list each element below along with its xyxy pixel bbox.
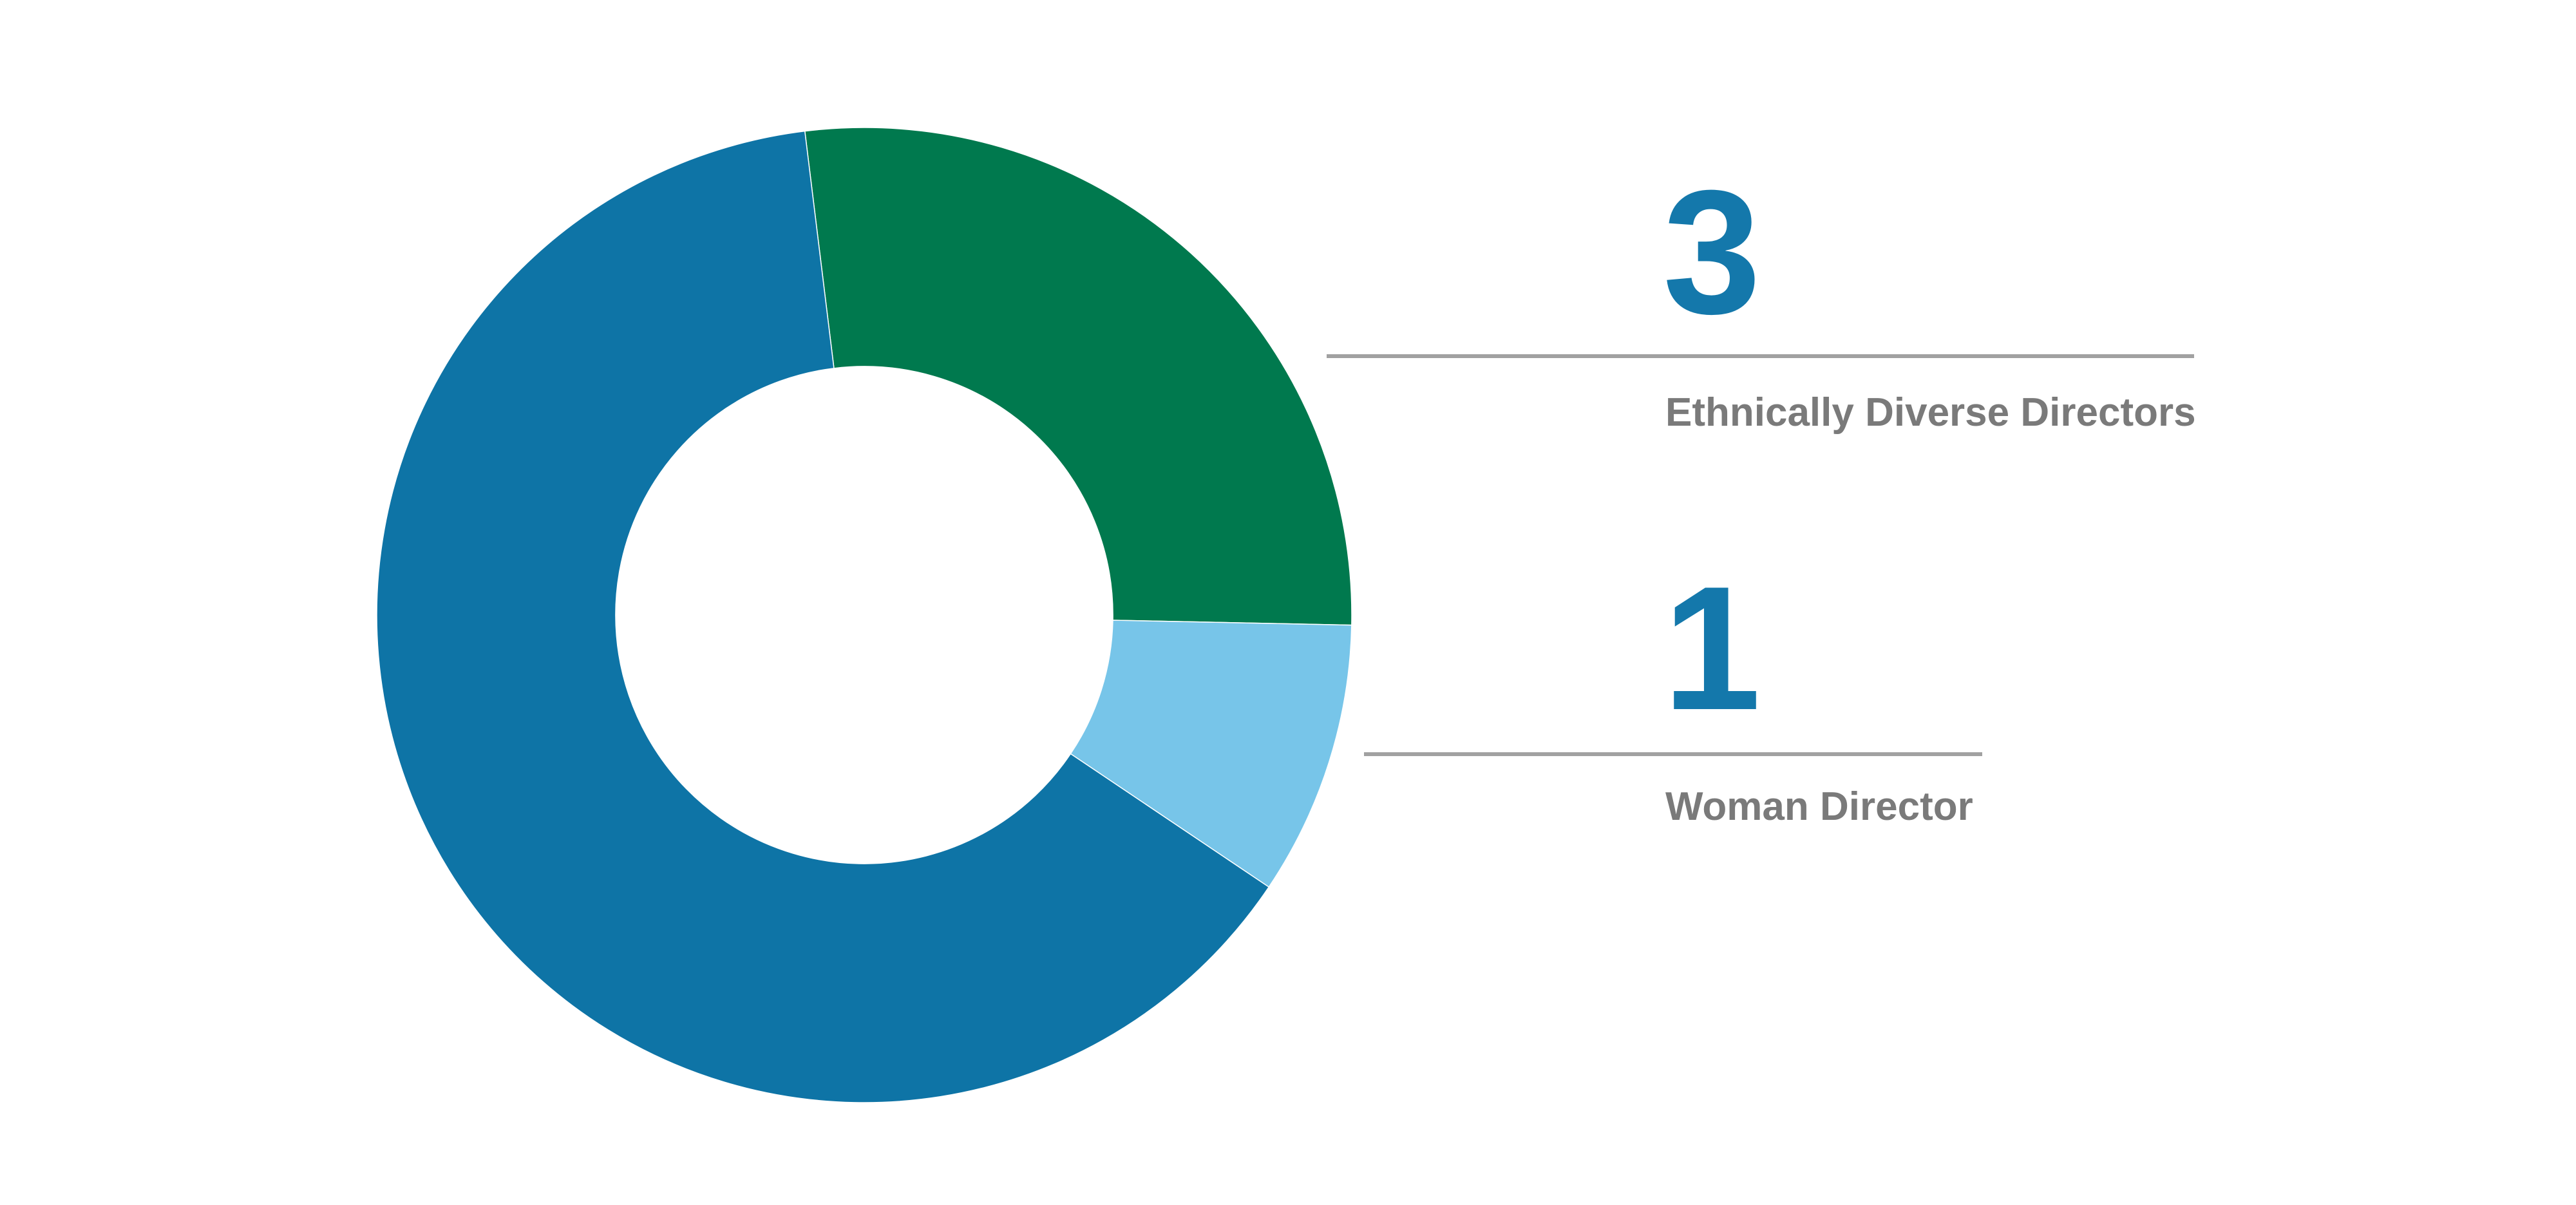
woman-director-count: 1: [1663, 550, 1761, 747]
woman-director-label: Woman Director: [1665, 784, 1973, 829]
ethnically-diverse-count: 3: [1663, 154, 1761, 351]
donut-chart: [377, 128, 1352, 1103]
divider-line-woman-director: [1364, 752, 1982, 756]
donut-segment-2: [377, 130, 1270, 1103]
ethnically-diverse-label: Ethnically Diverse Directors: [1665, 390, 2196, 435]
donut-segment-1: [1070, 620, 1352, 888]
divider-line-ethnically-diverse: [1327, 354, 2194, 358]
donut-segment-0: [804, 128, 1352, 626]
donut-svg: [377, 128, 1352, 1103]
